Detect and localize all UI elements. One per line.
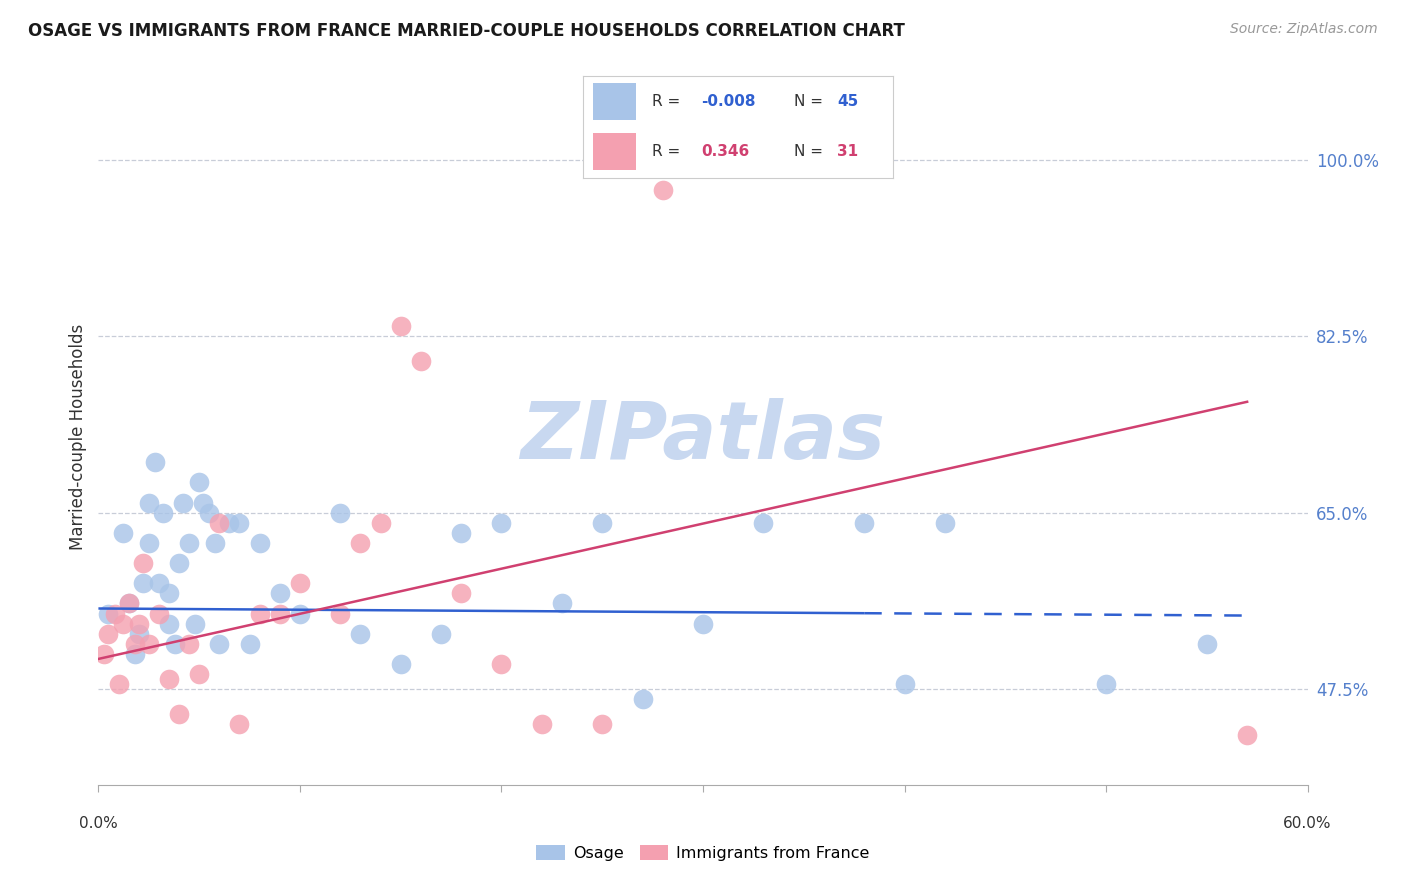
Point bbox=[179, 637, 201, 651]
Point bbox=[138, 536, 160, 550]
Point bbox=[138, 637, 160, 651]
Point bbox=[228, 717, 250, 731]
Text: Source: ZipAtlas.com: Source: ZipAtlas.com bbox=[1230, 22, 1378, 37]
Point bbox=[111, 525, 134, 540]
Point bbox=[163, 637, 186, 651]
Point bbox=[179, 536, 201, 550]
Point bbox=[204, 536, 226, 550]
Point bbox=[389, 319, 412, 334]
Point bbox=[491, 516, 513, 530]
Point bbox=[124, 647, 146, 661]
Point bbox=[172, 495, 194, 509]
Point bbox=[631, 692, 654, 706]
Point bbox=[1095, 677, 1118, 691]
Point bbox=[148, 576, 170, 591]
Point bbox=[198, 506, 221, 520]
Point bbox=[853, 516, 876, 530]
Bar bbox=[593, 133, 636, 170]
Point bbox=[651, 183, 673, 197]
Point bbox=[128, 616, 150, 631]
Point bbox=[249, 607, 271, 621]
Point bbox=[218, 516, 240, 530]
Point bbox=[148, 607, 170, 621]
Point bbox=[389, 657, 412, 671]
Point bbox=[188, 475, 211, 490]
Point bbox=[692, 616, 714, 631]
Point bbox=[111, 616, 134, 631]
Point bbox=[124, 637, 146, 651]
Point bbox=[157, 616, 180, 631]
Point bbox=[409, 354, 432, 368]
Point bbox=[530, 717, 553, 731]
Point bbox=[167, 707, 190, 722]
Point bbox=[97, 607, 120, 621]
Point bbox=[349, 626, 371, 640]
Point bbox=[118, 597, 141, 611]
Point bbox=[107, 677, 129, 691]
Point bbox=[370, 516, 392, 530]
Point bbox=[103, 607, 125, 621]
Point bbox=[128, 626, 150, 640]
Point bbox=[93, 647, 115, 661]
Text: N =: N = bbox=[794, 94, 823, 109]
Point bbox=[132, 556, 155, 570]
Point bbox=[132, 576, 155, 591]
Point bbox=[893, 677, 915, 691]
Point bbox=[591, 717, 613, 731]
Point bbox=[208, 516, 231, 530]
Point bbox=[349, 536, 371, 550]
Text: ZIPatlas: ZIPatlas bbox=[520, 398, 886, 476]
Point bbox=[491, 657, 513, 671]
Point bbox=[288, 576, 311, 591]
Text: -0.008: -0.008 bbox=[702, 94, 755, 109]
Point bbox=[591, 516, 613, 530]
Point bbox=[143, 455, 166, 469]
Text: OSAGE VS IMMIGRANTS FROM FRANCE MARRIED-COUPLE HOUSEHOLDS CORRELATION CHART: OSAGE VS IMMIGRANTS FROM FRANCE MARRIED-… bbox=[28, 22, 905, 40]
Point bbox=[450, 586, 472, 600]
Text: N =: N = bbox=[794, 145, 823, 160]
Point bbox=[329, 607, 352, 621]
Point bbox=[97, 626, 120, 640]
Text: R =: R = bbox=[651, 94, 679, 109]
Point bbox=[752, 516, 775, 530]
Point bbox=[228, 516, 250, 530]
Point bbox=[269, 586, 291, 600]
Point bbox=[152, 506, 174, 520]
Point bbox=[1236, 727, 1258, 741]
Point bbox=[1195, 637, 1218, 651]
Point bbox=[269, 607, 291, 621]
Point bbox=[193, 495, 215, 509]
Point bbox=[138, 495, 160, 509]
Y-axis label: Married-couple Households: Married-couple Households bbox=[69, 324, 87, 550]
Point bbox=[239, 637, 262, 651]
Text: R =: R = bbox=[651, 145, 679, 160]
Point bbox=[188, 667, 211, 681]
Text: 45: 45 bbox=[837, 94, 859, 109]
Point bbox=[551, 597, 574, 611]
Point bbox=[167, 556, 190, 570]
Text: 31: 31 bbox=[837, 145, 858, 160]
Point bbox=[288, 607, 311, 621]
Text: 0.346: 0.346 bbox=[702, 145, 749, 160]
Point bbox=[157, 586, 180, 600]
Bar bbox=[593, 83, 636, 120]
Text: 60.0%: 60.0% bbox=[1284, 816, 1331, 831]
Point bbox=[184, 616, 207, 631]
Legend: Osage, Immigrants from France: Osage, Immigrants from France bbox=[530, 839, 876, 867]
Point bbox=[208, 637, 231, 651]
Point bbox=[329, 506, 352, 520]
Point bbox=[934, 516, 956, 530]
Point bbox=[157, 672, 180, 686]
Point bbox=[450, 525, 472, 540]
Point bbox=[249, 536, 271, 550]
Point bbox=[430, 626, 453, 640]
Point bbox=[118, 597, 141, 611]
Text: 0.0%: 0.0% bbox=[79, 816, 118, 831]
